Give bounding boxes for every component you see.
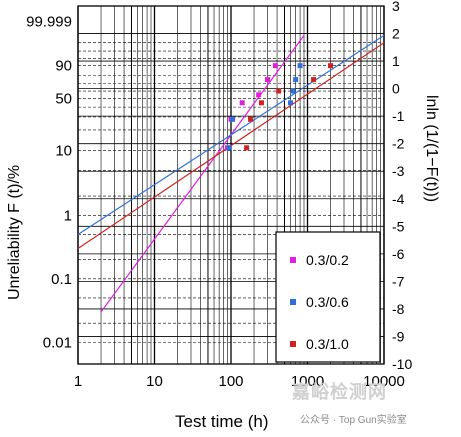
x-tick-label: 10 <box>146 373 163 390</box>
x-axis-label: Test time (h) <box>175 412 269 431</box>
plot-frame <box>77 5 385 365</box>
y-tick-label-right: -10 <box>392 356 412 372</box>
data-point <box>297 63 303 69</box>
y-tick-label-right: -3 <box>392 163 405 179</box>
x-tick-label: 1000 <box>291 373 324 390</box>
y-axis-label-right: lnln (1/(1−F(t))) <box>423 95 440 203</box>
y-tick-label-left: 99.999 <box>26 13 72 30</box>
y-tick-label-right: 1 <box>392 53 400 69</box>
data-point <box>264 77 270 83</box>
fit-line <box>77 34 385 235</box>
data-point <box>311 77 317 83</box>
legend-label: 0.3/0.2 <box>306 252 349 268</box>
data-point <box>256 92 262 98</box>
y-tick-label-right: 2 <box>392 26 400 42</box>
y-tick-label-right: -7 <box>392 273 405 289</box>
data-point <box>288 100 294 106</box>
legend-marker <box>290 299 296 305</box>
y-tick-label-left: 90 <box>55 58 72 75</box>
data-point <box>290 88 296 94</box>
y-tick-label-right: -5 <box>392 218 405 234</box>
data-point <box>230 116 236 122</box>
x-tick-label: 1 <box>74 373 82 390</box>
legend-box <box>275 231 381 363</box>
y-tick-label-left: 10 <box>55 143 72 160</box>
data-point <box>239 100 245 106</box>
y-tick-label-right: 3 <box>392 0 400 14</box>
data-point <box>258 100 264 106</box>
y-tick-label-left: 0.01 <box>43 334 72 351</box>
legend-label: 0.3/1.0 <box>306 336 349 352</box>
y-tick-label-left: 0.1 <box>51 271 72 288</box>
data-point <box>244 145 250 151</box>
data-point <box>293 77 299 83</box>
legend-label: 0.3/0.6 <box>306 294 349 310</box>
data-point <box>272 63 278 69</box>
watermark-logo: 嘉峪检测网 <box>292 382 387 402</box>
y-tick-label-right: -4 <box>392 191 405 207</box>
legend-marker <box>290 257 296 263</box>
y-tick-label-left: 50 <box>55 91 72 108</box>
y-tick-label-left: 1 <box>64 207 72 224</box>
x-tick-label: 100 <box>218 373 243 390</box>
y-axis-label-left: Unreliability F (t)/% <box>6 164 23 300</box>
data-point <box>248 116 254 122</box>
data-point <box>276 88 282 94</box>
data-point <box>226 145 232 151</box>
y-tick-label-right: -2 <box>392 136 405 152</box>
x-tick-label: 10000 <box>363 373 405 390</box>
y-tick-label-right: -9 <box>392 328 405 344</box>
fit-line <box>100 35 305 313</box>
legend-marker <box>290 341 296 347</box>
y-tick-label-right: 0 <box>392 81 400 97</box>
watermark-caption: 公众号 · Top Gun实验室 <box>300 415 407 426</box>
data-point <box>328 63 334 69</box>
y-tick-label-right: -6 <box>392 246 405 262</box>
y-tick-label-right: -8 <box>392 301 405 317</box>
y-tick-label-right: -1 <box>392 108 405 124</box>
